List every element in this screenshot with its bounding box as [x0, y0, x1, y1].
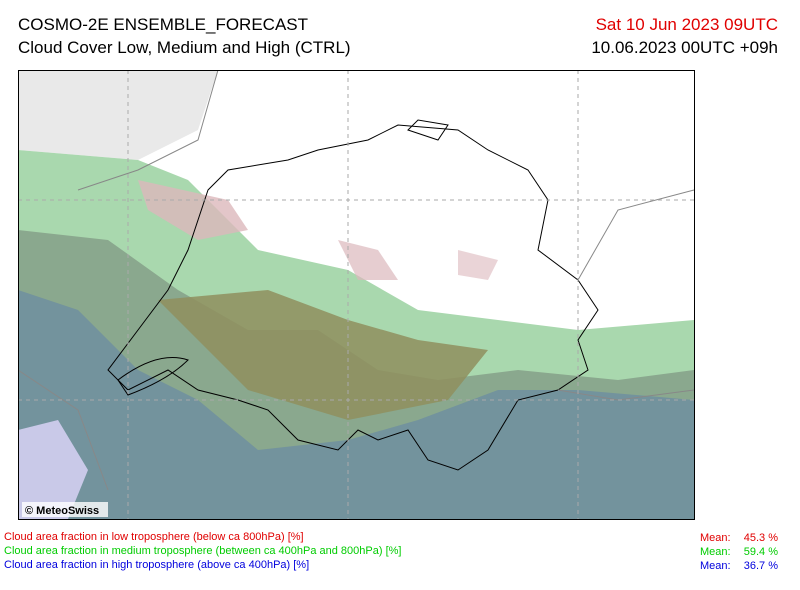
- credit: © MeteoSwiss: [25, 505, 99, 517]
- run-time: 10.06.2023 00UTC +09h: [591, 38, 778, 57]
- mean-label: Mean:: [700, 546, 731, 558]
- mean-value: 36.7 %: [743, 560, 778, 572]
- legend-label: Cloud area fraction in low troposphere (…: [4, 531, 304, 543]
- title: COSMO-2E ENSEMBLE_FORECAST: [18, 15, 309, 34]
- legend-label: Cloud area fraction in medium tropospher…: [4, 545, 402, 557]
- mean-label: Mean:: [700, 532, 731, 544]
- subtitle: Cloud Cover Low, Medium and High (CTRL): [18, 38, 351, 57]
- map: © MeteoSwiss: [18, 70, 695, 520]
- valid-time: Sat 10 Jun 2023 09UTC: [595, 15, 778, 34]
- mean-value: 45.3 %: [743, 532, 778, 544]
- legend-label: Cloud area fraction in high troposphere …: [4, 559, 310, 571]
- mean-label: Mean:: [700, 560, 731, 572]
- mean-value: 59.4 %: [743, 546, 778, 558]
